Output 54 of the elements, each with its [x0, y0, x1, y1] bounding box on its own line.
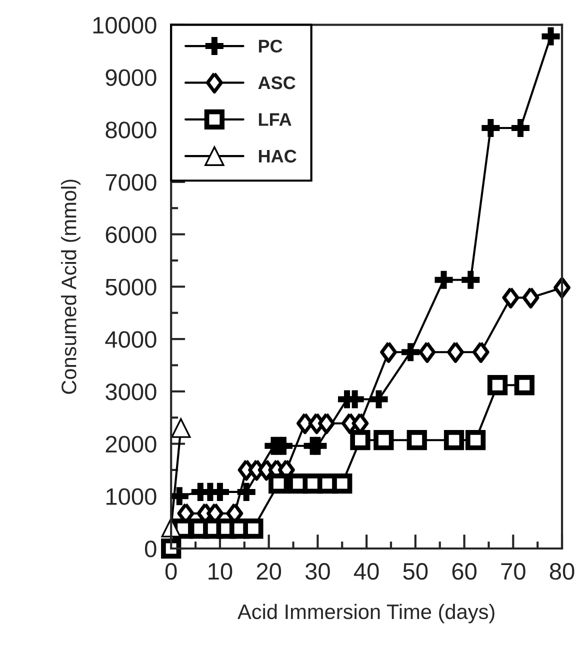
point — [161, 538, 182, 559]
point — [318, 412, 335, 434]
y-tick-label: 9000 — [106, 69, 156, 86]
point — [511, 118, 530, 138]
point — [370, 390, 388, 408]
y-tick-label: 10000 — [93, 16, 156, 34]
point — [462, 270, 480, 289]
legend-label: PC — [258, 40, 282, 53]
point — [487, 375, 508, 396]
point — [308, 436, 327, 455]
y-tick-label: 1000 — [106, 488, 156, 505]
legend-label: LFA — [258, 113, 292, 126]
x-tick-label: 60 — [452, 563, 476, 580]
y-tick-label: 3000 — [106, 383, 156, 400]
point — [446, 341, 464, 363]
x-tick-label: 80 — [550, 563, 574, 580]
y-tick-label: 0 — [145, 540, 156, 558]
point — [380, 341, 398, 363]
x-tick-label: 50 — [403, 563, 428, 580]
point — [332, 474, 352, 494]
point — [514, 375, 534, 396]
point — [350, 430, 370, 450]
x-tick-label: 0 — [165, 563, 177, 580]
point — [482, 118, 500, 138]
point — [522, 286, 540, 308]
x-tick-label: 20 — [256, 563, 282, 580]
y-tick-label: 6000 — [106, 226, 156, 244]
point — [374, 430, 394, 450]
point — [406, 430, 427, 450]
point — [268, 474, 289, 494]
point — [542, 27, 560, 46]
point — [418, 341, 436, 363]
x-axis-title: Acid Immersion Time (days) — [238, 604, 494, 624]
legend-label: ASC — [258, 76, 296, 90]
point — [465, 430, 486, 450]
point — [434, 270, 453, 289]
point — [170, 487, 188, 506]
x-tick-label: 10 — [208, 563, 232, 580]
point — [502, 286, 520, 308]
y-tick-label: 8000 — [106, 122, 156, 138]
point — [237, 482, 256, 501]
x-tick-label: 70 — [501, 563, 526, 580]
y-tick-label: 2000 — [106, 436, 156, 453]
point — [171, 418, 191, 438]
y-tick-label: 7000 — [106, 174, 156, 191]
x-tick-label: 40 — [354, 563, 379, 580]
point — [472, 341, 490, 363]
y-tick-label: 5000 — [106, 278, 156, 296]
point — [243, 518, 264, 539]
legend-label: HAC — [258, 150, 296, 163]
point — [444, 430, 464, 450]
y-axis-title: Consumed Acid (mmol) — [61, 180, 80, 394]
x-tick-label: 30 — [305, 563, 330, 580]
y-tick-label: 4000 — [105, 331, 156, 348]
